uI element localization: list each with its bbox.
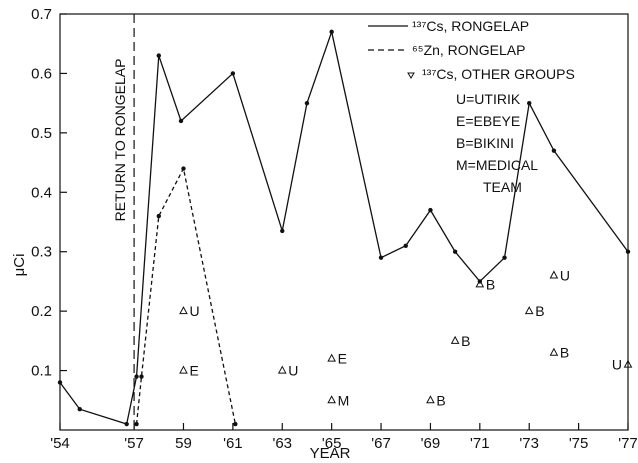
x-tick-label: '57 xyxy=(124,435,144,452)
data-point-cs-rongelap xyxy=(403,243,408,248)
data-point-cs-rongelap xyxy=(178,118,184,124)
data-point-cs-rongelap xyxy=(378,255,384,260)
marker-label-other-groups: B xyxy=(535,303,544,319)
marker-label-other-groups: U xyxy=(612,357,622,373)
marker-label-other-groups: B xyxy=(486,276,495,292)
data-point-zn-rongelap xyxy=(233,421,238,427)
x-tick-label: '77 xyxy=(618,435,638,452)
marker-other-groups xyxy=(450,335,460,344)
x-tick-label: '54 xyxy=(50,435,70,452)
y-axis-label: μCi xyxy=(11,254,28,277)
data-point-cs-rongelap xyxy=(551,148,557,153)
y-tick-label: 0.3 xyxy=(31,244,52,261)
data-point-cs-rongelap xyxy=(230,71,236,76)
marker-label-other-groups: U xyxy=(189,303,199,319)
data-point-zn-rongelap xyxy=(139,374,144,379)
y-tick-label: 0.6 xyxy=(31,65,52,82)
x-tick-label: '73 xyxy=(519,435,539,452)
x-tick-label: '69 xyxy=(421,435,441,452)
x-axis-ticks: '54 '57 59 '61 '63 '65 '67 '69 '71 '73 '75 '77 xyxy=(50,423,638,452)
y-tick-label: 0.2 xyxy=(31,303,52,320)
marker-label-other-groups: E xyxy=(338,351,347,367)
y-tick-label: 0.1 xyxy=(31,363,52,380)
x-tick-label: '67 xyxy=(371,435,391,452)
data-point-cs-rongelap xyxy=(134,374,139,379)
y-tick-label: 0.4 xyxy=(31,184,52,201)
legend-key-medical: M=MEDICAL xyxy=(456,157,538,173)
y-tick-label: 0.7 xyxy=(31,6,52,23)
y-axis-ticks: 0.1 0.2 0.3 0.4 0.5 0.6 0.7 xyxy=(31,6,67,380)
return-to-rongelap-label: RETURN TO RONGELAP xyxy=(112,59,128,222)
x-tick-label: '63 xyxy=(272,435,292,452)
marker-other-groups xyxy=(179,306,188,315)
data-point-cs-rongelap xyxy=(625,249,631,254)
x-tick-label: '61 xyxy=(223,435,243,452)
marker-other-groups xyxy=(426,395,435,404)
legend-label-cs-rongelap: ¹³⁷Cs, RONGELAP xyxy=(412,18,529,34)
data-point-cs-rongelap xyxy=(124,421,129,427)
data-point-cs-rongelap xyxy=(77,407,82,412)
data-point-cs-rongelap xyxy=(280,228,285,234)
plot-frame xyxy=(59,13,629,431)
data-point-cs-rongelap xyxy=(527,100,532,106)
data-point-cs-rongelap xyxy=(156,53,161,58)
marker-other-groups xyxy=(327,395,336,404)
marker-other-groups xyxy=(549,270,559,279)
marker-other-groups xyxy=(327,353,336,362)
marker-other-groups xyxy=(475,279,485,288)
x-tick-label: 59 xyxy=(175,435,192,452)
y-tick-label: 0.5 xyxy=(31,125,52,142)
legend-key-ebeye: E=EBEYE xyxy=(456,113,520,129)
data-point-cs-rongelap xyxy=(304,100,310,106)
legend: ¹³⁷Cs, RONGELAP ⁶⁵Zn, RONGELAP ¹³⁷Cs, OT… xyxy=(368,18,575,195)
legend-swatch-other-groups xyxy=(407,72,415,79)
marker-other-groups xyxy=(277,365,287,374)
data-point-cs-rongelap xyxy=(452,249,458,254)
legend-label-other-groups: ¹³⁷Cs, OTHER GROUPS xyxy=(422,66,575,82)
data-point-cs-rongelap xyxy=(329,29,334,35)
legend-key-utirik: U=UTIRIK xyxy=(456,91,521,107)
marker-label-other-groups: B xyxy=(461,333,470,349)
marker-label-other-groups: U xyxy=(288,363,298,379)
legend-key-team: TEAM xyxy=(483,179,522,195)
data-point-zn-rongelap xyxy=(156,213,161,219)
x-axis-label: YEAR xyxy=(310,445,351,462)
data-point-cs-rongelap xyxy=(57,380,63,385)
data-point-zn-rongelap xyxy=(181,166,186,171)
legend-label-zn-rongelap: ⁶⁵Zn, RONGELAP xyxy=(412,42,525,58)
data-point-cs-rongelap xyxy=(428,207,433,213)
x-tick-label: '65 xyxy=(322,435,342,452)
marker-other-groups xyxy=(623,359,633,368)
marker-label-other-groups: U xyxy=(560,267,570,283)
series-line-zn-rongelap xyxy=(135,166,236,425)
marker-other-groups xyxy=(549,347,559,356)
marker-label-other-groups: M xyxy=(338,392,350,408)
legend-key-bikini: B=BIKINI xyxy=(456,135,514,151)
data-point-zn-rongelap xyxy=(134,421,139,427)
marker-other-groups xyxy=(179,365,188,374)
x-tick-label: '71 xyxy=(470,435,490,452)
marker-label-other-groups: B xyxy=(436,392,445,408)
x-tick-label: '75 xyxy=(569,435,589,452)
data-point-cs-rongelap xyxy=(502,255,507,260)
marker-other-groups xyxy=(524,306,534,315)
marker-label-other-groups: B xyxy=(560,345,569,361)
marker-label-other-groups: E xyxy=(189,363,198,379)
series-layer: U E U E M B B B B U B U xyxy=(57,29,633,427)
